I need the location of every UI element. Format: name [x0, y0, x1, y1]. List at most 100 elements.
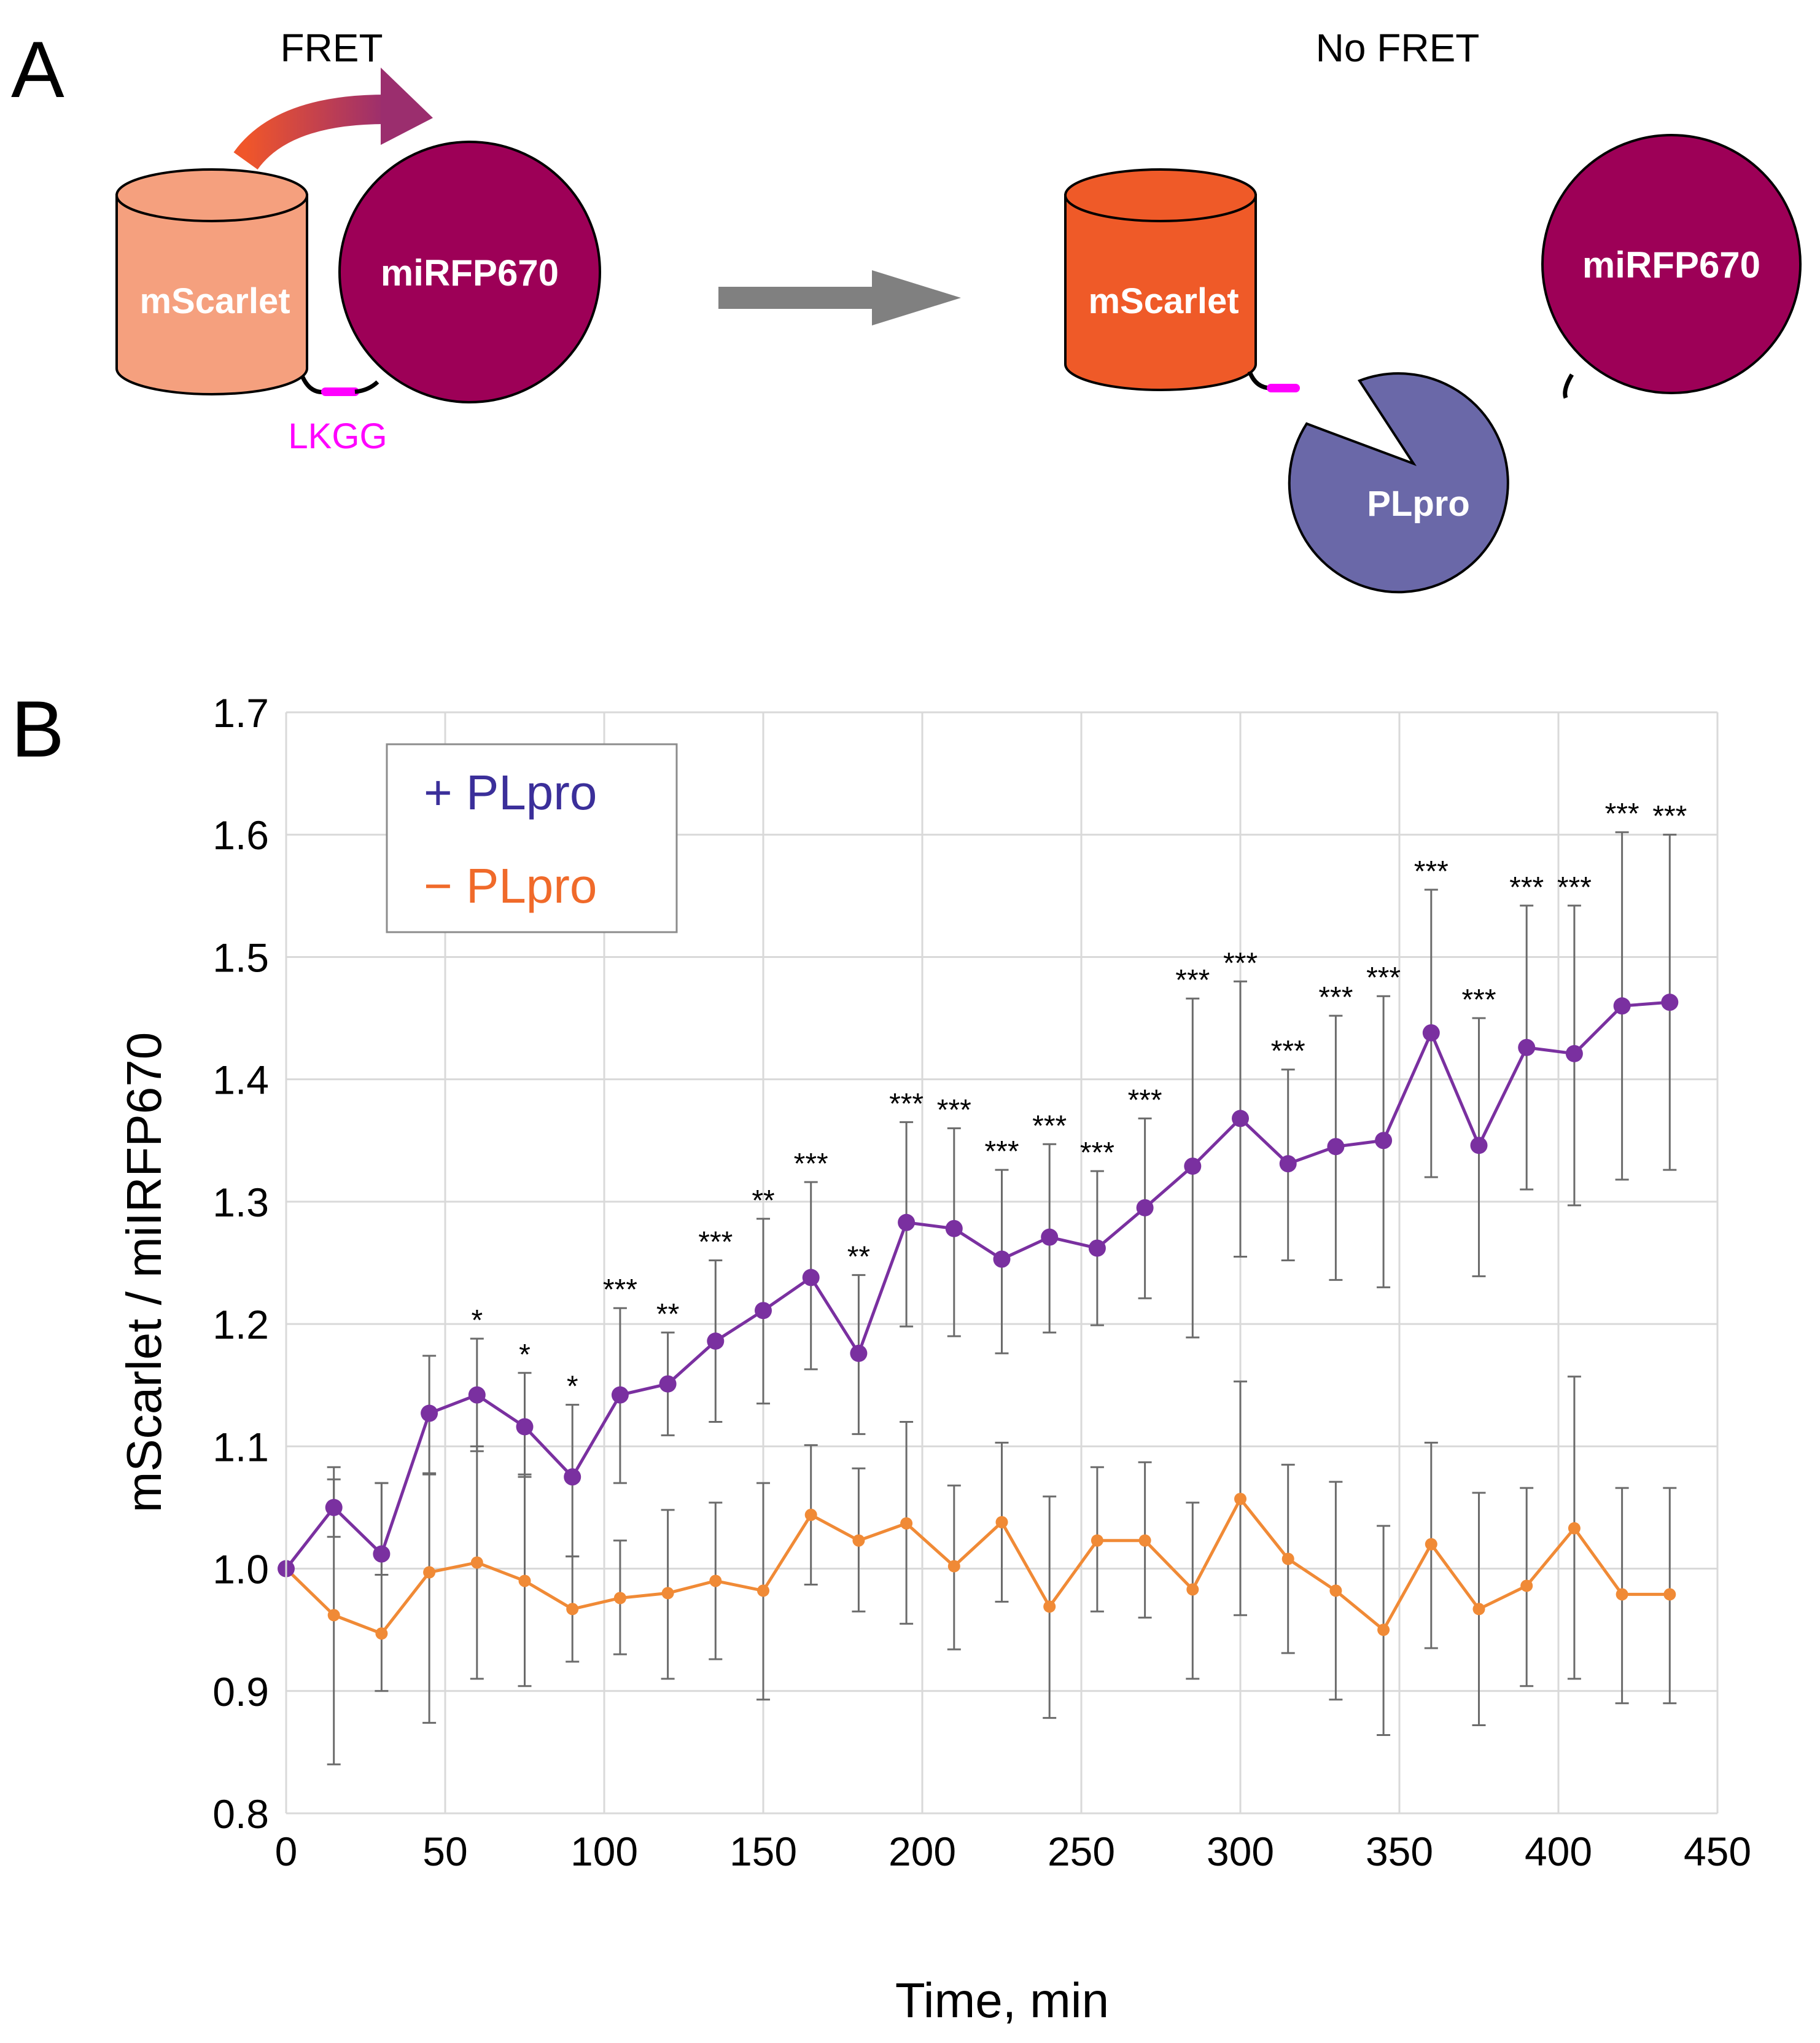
significance-label: *** [1271, 1035, 1305, 1068]
panel-b: B ********************* *****************… [11, 684, 1751, 2028]
panel-a: A FRET No FRET mScarlet LKGG miRFP670 [11, 25, 1802, 594]
cleaved-linker-acceptor [1563, 373, 1574, 399]
significance-markers: ********************* *******************… [471, 798, 1687, 1403]
minus-plpro-point [947, 1560, 960, 1573]
legend: + PLpro − PLpro [386, 743, 678, 933]
x-tick-label: 50 [422, 1829, 467, 1874]
significance-label: *** [1652, 800, 1687, 833]
significance-label: *** [889, 1088, 924, 1120]
plus-plpro-point [1327, 1138, 1345, 1156]
minus-plpro-point [661, 1587, 674, 1600]
series-minus-plpro [280, 1376, 1677, 1765]
x-tick-label: 300 [1207, 1829, 1274, 1874]
plus-plpro-point [659, 1375, 677, 1393]
plus-plpro-point [1279, 1155, 1297, 1173]
minus-plpro-point [1329, 1584, 1342, 1597]
y-tick-label: 1.0 [212, 1547, 269, 1592]
x-tick-label: 200 [889, 1829, 956, 1874]
x-tick-label: 350 [1366, 1829, 1433, 1874]
y-tick-label: 0.8 [212, 1791, 269, 1837]
x-tick-label: 400 [1525, 1829, 1592, 1874]
minus-plpro-point [1043, 1600, 1056, 1613]
minus-plpro-point [613, 1592, 626, 1605]
x-axis-label: Time, min [895, 1973, 1109, 2028]
minus-plpro-point [375, 1627, 388, 1640]
x-tick-label: 150 [729, 1829, 797, 1874]
significance-label: *** [603, 1274, 637, 1306]
minus-plpro-point [757, 1584, 769, 1597]
plus-plpro-point [373, 1545, 391, 1563]
minus-plpro-point [1520, 1579, 1533, 1592]
mscarlet-label: mScarlet [139, 281, 290, 321]
plus-plpro-point [421, 1404, 438, 1422]
plus-plpro-point [1184, 1158, 1202, 1175]
minus-plpro-point [1425, 1538, 1437, 1551]
plus-plpro-point [325, 1498, 343, 1516]
significance-label: * [519, 1339, 531, 1371]
significance-label: *** [984, 1135, 1019, 1168]
y-tick-label: 1.6 [212, 812, 269, 858]
minus-plpro-point [1186, 1583, 1199, 1596]
x-tick-label: 0 [275, 1829, 298, 1874]
panel-b-label: B [11, 684, 64, 774]
mscarlet-cleaved-label: mScarlet [1088, 281, 1239, 321]
minus-plpro-point [804, 1508, 817, 1521]
mirfp670-circle-cleaved: miRFP670 [1541, 134, 1802, 394]
significance-label: * [471, 1304, 483, 1337]
plus-plpro-point [564, 1468, 581, 1486]
y-tick-label: 0.9 [212, 1669, 269, 1714]
minus-plpro-point [900, 1517, 913, 1530]
minus-plpro-point [1377, 1624, 1390, 1636]
significance-label: *** [1509, 871, 1544, 904]
plus-plpro-point [1518, 1038, 1536, 1056]
y-tick-label: 1.4 [212, 1057, 269, 1103]
legend-minus-plpro: − PLpro [424, 858, 597, 913]
significance-label: *** [1032, 1110, 1067, 1142]
x-tick-label: 100 [570, 1829, 638, 1874]
x-tick-label: 250 [1048, 1829, 1115, 1874]
minus-plpro-point [1472, 1603, 1485, 1616]
plus-plpro-point [1613, 997, 1631, 1015]
x-tick-label: 450 [1684, 1829, 1751, 1874]
y-tick-label: 1.3 [212, 1180, 269, 1225]
minus-plpro-point [1663, 1588, 1676, 1601]
significance-label: ** [752, 1185, 774, 1217]
plus-plpro-point [1232, 1110, 1249, 1127]
minus-plpro-point [995, 1516, 1008, 1528]
y-tick-label: 1.5 [212, 935, 269, 980]
plus-plpro-point [993, 1250, 1011, 1268]
plus-plpro-point [1375, 1132, 1393, 1150]
reaction-arrow [718, 270, 961, 325]
significance-label: *** [1080, 1137, 1114, 1169]
plus-plpro-point [1661, 994, 1679, 1011]
no-fret-label: No FRET [1316, 26, 1480, 70]
minus-plpro-point [327, 1609, 340, 1622]
linker: LKGG [288, 375, 387, 456]
fret-arrow [233, 68, 433, 170]
plus-plpro-point [1470, 1137, 1488, 1154]
plus-plpro-point [707, 1333, 725, 1350]
plpro-protease: PLpro [1288, 372, 1509, 594]
plus-plpro-point [468, 1386, 486, 1404]
significance-label: ** [847, 1240, 870, 1273]
plus-plpro-point [898, 1213, 916, 1231]
plus-plpro-point [516, 1418, 534, 1436]
minus-plpro-point [1234, 1492, 1246, 1505]
mscarlet-cylinder-intact: mScarlet [115, 168, 308, 395]
significance-label: *** [937, 1094, 971, 1126]
plus-plpro-point [611, 1386, 629, 1404]
significance-label: *** [1318, 981, 1353, 1014]
significance-label: * [567, 1371, 578, 1403]
minus-plpro-point [1138, 1534, 1151, 1547]
mirfp670-cleaved-label: miRFP670 [1582, 244, 1760, 286]
plpro-label: PLpro [1367, 484, 1470, 524]
mirfp670-label: miRFP670 [381, 252, 559, 294]
minus-plpro-point [1281, 1552, 1294, 1565]
significance-label: *** [1366, 962, 1401, 994]
plus-plpro-point [945, 1220, 963, 1237]
plus-plpro-point [850, 1344, 868, 1362]
mirfp670-circle-intact: miRFP670 [338, 141, 601, 403]
plus-plpro-point [1422, 1024, 1440, 1041]
significance-label: *** [1414, 855, 1449, 888]
